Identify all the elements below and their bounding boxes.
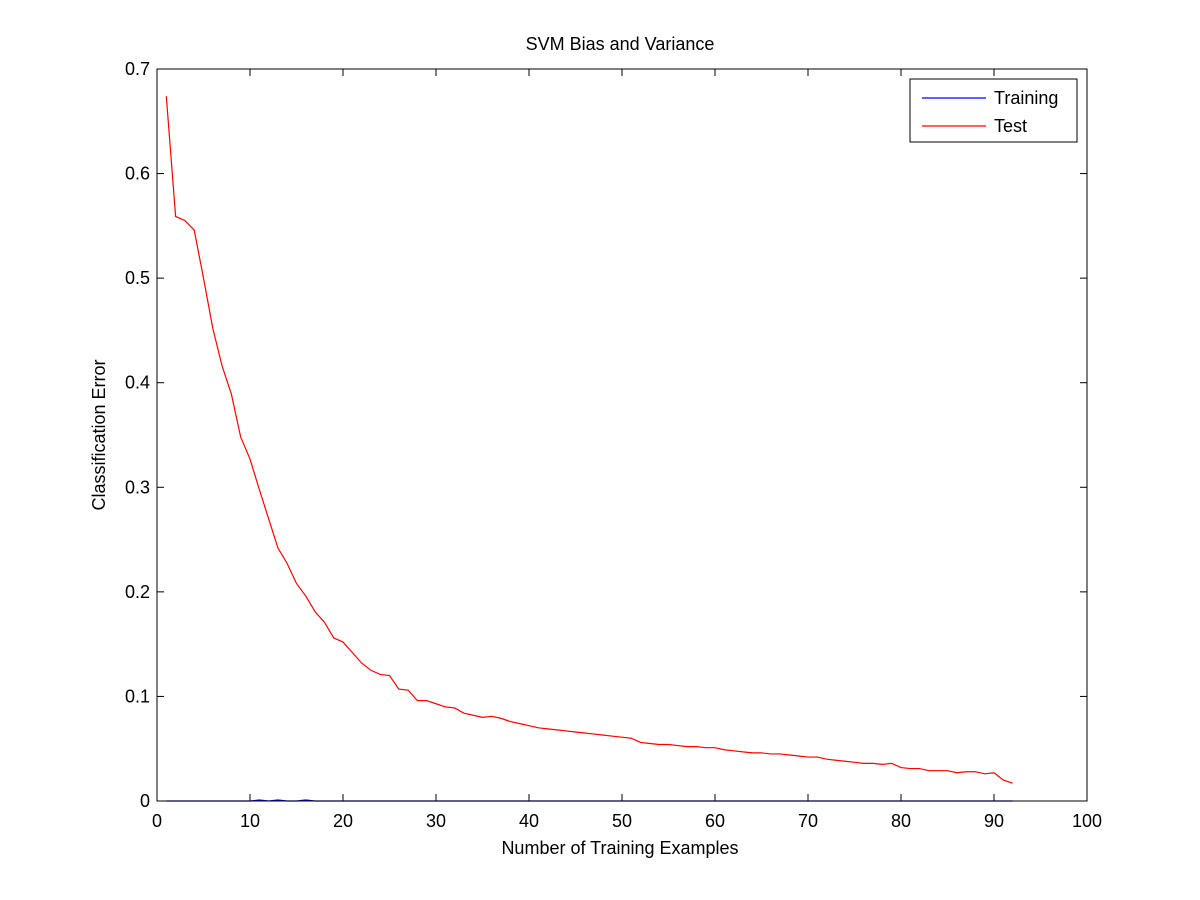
x-axis-ticks: 0 10 20 30 40 50 60 70 80 90 100 <box>152 69 1102 831</box>
legend-label-test: Test <box>994 116 1027 136</box>
x-tick-label: 70 <box>798 811 818 831</box>
chart-title: SVM Bias and Variance <box>526 34 715 54</box>
x-tick-label: 30 <box>426 811 446 831</box>
x-tick-label: 90 <box>984 811 1004 831</box>
x-tick-label: 50 <box>612 811 632 831</box>
y-axis-ticks: 0 0.1 0.2 0.3 0.4 0.5 0.6 0.7 <box>125 59 1087 811</box>
y-tick-label: 0.5 <box>125 268 150 288</box>
y-axis-label: Classification Error <box>89 359 109 510</box>
y-tick-label: 0.3 <box>125 477 150 497</box>
plot-background <box>157 69 1087 801</box>
plot-area <box>157 69 1087 801</box>
series-line-test <box>165 96 1013 784</box>
y-tick-label: 0.2 <box>125 582 150 602</box>
y-tick-label: 0.1 <box>125 686 150 706</box>
x-tick-label: 10 <box>240 811 260 831</box>
x-tick-label: 0 <box>152 811 162 831</box>
x-tick-label: 20 <box>333 811 353 831</box>
y-tick-label: 0.7 <box>125 59 150 79</box>
x-axis-label: Number of Training Examples <box>501 838 738 858</box>
series-lines <box>156 68 1088 802</box>
x-tick-label: 80 <box>891 811 911 831</box>
y-tick-label: 0 <box>140 791 150 811</box>
y-tick-label: 0.4 <box>125 373 150 393</box>
y-tick-label: 0.6 <box>125 164 150 184</box>
x-tick-label: 100 <box>1072 811 1102 831</box>
x-tick-label: 60 <box>705 811 725 831</box>
legend: Training Test <box>909 78 1078 143</box>
x-tick-label: 40 <box>519 811 539 831</box>
legend-box <box>909 78 1078 143</box>
axes-border <box>156 68 1088 802</box>
legend-label-training: Training <box>994 88 1058 108</box>
